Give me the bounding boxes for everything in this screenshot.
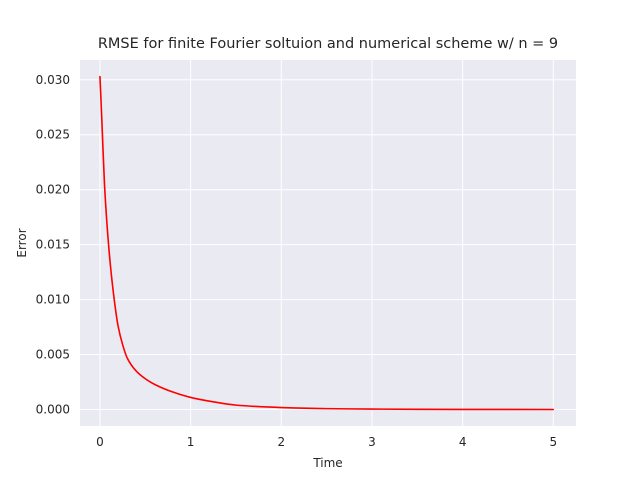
tick-labels: 0 1 2 3 4 5 0.000 0.005 0.010 0.015 0.020 0.025 0.03… [36, 73, 558, 449]
y-tick-label: 0.025 [36, 128, 70, 142]
x-tick-label: 5 [550, 435, 558, 449]
plot-area [80, 60, 576, 426]
x-tick-label: 1 [187, 435, 195, 449]
x-tick-label: 4 [459, 435, 467, 449]
chart-title: RMSE for finite Fourier soltuion and num… [98, 36, 558, 52]
y-tick-label: 0.005 [36, 348, 70, 362]
x-axis-label: Time [312, 456, 342, 470]
series-line [99, 75, 555, 411]
y-tick-label: 0.000 [36, 403, 70, 417]
x-tick-label: 0 [96, 435, 104, 449]
y-tick-label: 0.015 [36, 238, 70, 252]
y-tick-label: 0.030 [36, 73, 70, 87]
y-tick-label: 0.020 [36, 183, 70, 197]
series-layer [99, 75, 555, 411]
y-tick-label: 0.010 [36, 293, 70, 307]
y-axis-label: Error [15, 228, 29, 257]
x-tick-label: 2 [277, 435, 285, 449]
x-tick-label: 3 [368, 435, 376, 449]
grid [80, 60, 576, 426]
